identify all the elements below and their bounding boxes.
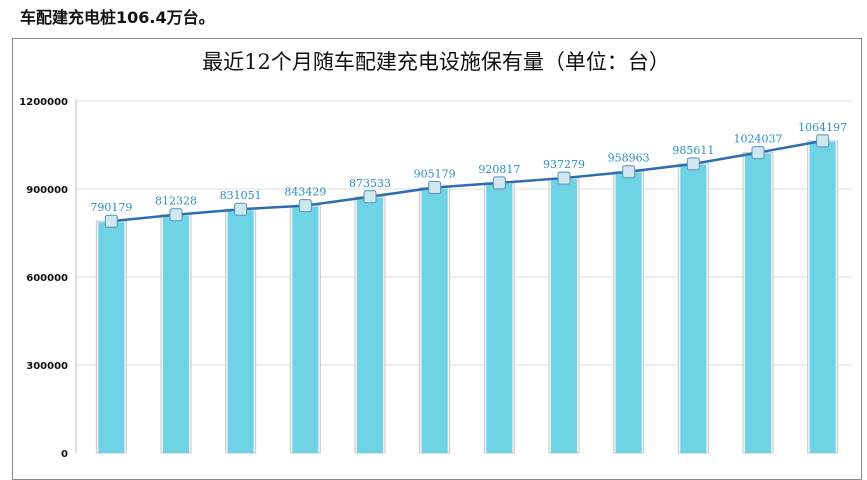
- data-label: 958963: [608, 152, 650, 165]
- bar: [551, 179, 577, 453]
- data-label: 812328: [155, 195, 197, 208]
- y-tick-label: 0: [61, 449, 68, 460]
- data-point: [298, 199, 312, 213]
- data-label: 985611: [672, 144, 714, 157]
- chart-plot: 0 300000 600000 900000 1200000 790179 812328 83…: [19, 97, 852, 460]
- bar: [486, 183, 513, 453]
- data-point: [363, 190, 377, 204]
- bar: [163, 215, 189, 453]
- data-label: 831051: [220, 189, 262, 202]
- bar: [357, 197, 383, 453]
- data-point: [492, 176, 506, 190]
- data-point: [751, 146, 765, 160]
- data-point: [816, 134, 830, 148]
- data-point: [557, 171, 571, 185]
- data-point: [622, 165, 636, 179]
- data-label: 1024037: [734, 133, 783, 146]
- y-tick-label: 1200000: [19, 97, 68, 108]
- data-label: 1064197: [798, 121, 847, 134]
- bar: [421, 188, 448, 453]
- series-line: [111, 139, 823, 223]
- data-point: [234, 202, 248, 216]
- data-point: [169, 208, 183, 222]
- bar: [615, 172, 642, 453]
- bar: [745, 153, 771, 453]
- bar: [292, 206, 319, 453]
- bar: [680, 164, 707, 453]
- data-label: 873533: [349, 177, 391, 190]
- data-label: 937279: [543, 158, 585, 171]
- y-tick-label: 900000: [26, 185, 68, 196]
- data-point: [428, 180, 442, 194]
- y-tick-label: 600000: [26, 273, 68, 284]
- bar: [98, 222, 125, 453]
- intro-text: 车配建充电桩106.4万台。: [20, 8, 215, 27]
- data-point: [686, 157, 700, 171]
- chart-title: 最近12个月随车配建充电设施保有量（单位：台）: [202, 50, 670, 74]
- bar: [809, 141, 836, 453]
- data-label: 843429: [284, 186, 326, 199]
- y-tick-label: 300000: [26, 361, 68, 372]
- data-label: 920817: [478, 163, 520, 176]
- bar: [227, 210, 254, 453]
- data-point: [104, 214, 118, 228]
- data-label: 905179: [414, 167, 456, 180]
- data-label: 790179: [90, 201, 132, 214]
